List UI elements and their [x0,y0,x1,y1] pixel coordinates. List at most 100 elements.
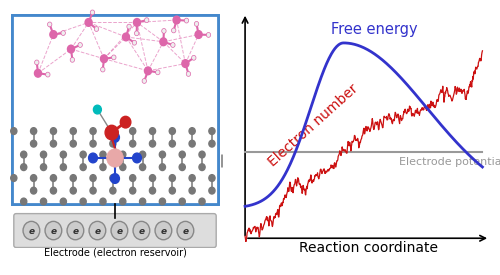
Circle shape [50,187,56,194]
Text: e: e [72,227,78,236]
Circle shape [50,31,57,38]
Circle shape [132,153,141,163]
Circle shape [140,151,145,158]
Circle shape [90,128,96,134]
Text: Electrode (electron reservoir): Electrode (electron reservoir) [44,248,187,257]
Circle shape [70,57,74,62]
Circle shape [155,221,172,240]
Text: Free energy: Free energy [330,22,417,37]
Circle shape [85,19,92,26]
Circle shape [30,175,36,182]
Circle shape [182,60,189,67]
Circle shape [68,45,74,53]
Circle shape [177,221,194,240]
Circle shape [80,164,86,170]
Text: Electrode potential: Electrode potential [399,157,500,167]
Circle shape [34,60,39,65]
Circle shape [70,175,76,182]
Circle shape [132,40,136,45]
Circle shape [46,72,50,77]
Circle shape [110,175,116,182]
Circle shape [20,198,27,205]
Circle shape [70,187,76,194]
Text: e: e [50,227,56,236]
FancyBboxPatch shape [12,15,218,204]
Circle shape [94,105,102,114]
Circle shape [206,32,210,37]
Circle shape [209,175,215,182]
Circle shape [169,140,175,147]
Text: e: e [116,227,122,236]
FancyBboxPatch shape [14,214,216,248]
Circle shape [60,151,66,158]
Circle shape [50,128,56,134]
Circle shape [130,140,136,147]
Circle shape [48,22,52,27]
Circle shape [169,175,175,182]
Circle shape [194,21,198,26]
Circle shape [162,29,166,33]
Circle shape [100,151,106,158]
Circle shape [179,198,186,205]
Circle shape [130,187,136,194]
Circle shape [40,164,46,170]
Circle shape [192,55,196,60]
Circle shape [189,128,195,134]
Circle shape [111,221,128,240]
Circle shape [30,187,36,194]
Text: e: e [28,227,34,236]
Circle shape [90,10,94,15]
Circle shape [70,128,76,134]
Circle shape [88,153,98,163]
Circle shape [20,151,27,158]
Circle shape [160,151,166,158]
Circle shape [110,140,116,147]
Circle shape [120,198,126,205]
Circle shape [189,140,195,147]
Circle shape [34,69,42,77]
Circle shape [40,198,46,205]
Circle shape [189,187,195,194]
Circle shape [10,128,17,134]
FancyBboxPatch shape [12,15,218,204]
Circle shape [80,151,86,158]
Circle shape [142,79,146,83]
Circle shape [100,198,106,205]
Circle shape [169,187,175,194]
Circle shape [186,72,190,76]
Circle shape [209,128,215,134]
Circle shape [189,175,195,182]
Circle shape [45,221,62,240]
Circle shape [133,221,150,240]
Circle shape [160,198,166,205]
Text: e: e [94,227,100,236]
Circle shape [134,31,139,36]
Circle shape [199,164,205,170]
Circle shape [112,55,116,60]
Circle shape [90,140,96,147]
Circle shape [110,174,120,183]
Text: e: e [160,227,166,236]
Circle shape [122,33,130,41]
Circle shape [50,175,56,182]
Circle shape [110,187,116,194]
Circle shape [130,175,136,182]
Circle shape [100,67,105,72]
Circle shape [60,198,66,205]
Circle shape [80,198,86,205]
Circle shape [199,151,205,158]
Circle shape [150,128,156,134]
Circle shape [140,164,145,170]
Circle shape [150,187,156,194]
Circle shape [130,128,136,134]
Circle shape [100,164,106,170]
Circle shape [209,187,215,194]
Circle shape [89,221,106,240]
Circle shape [160,164,166,170]
Circle shape [172,28,176,33]
Circle shape [120,116,131,128]
Circle shape [173,16,180,24]
Circle shape [150,175,156,182]
Circle shape [144,18,149,23]
Circle shape [20,164,27,170]
